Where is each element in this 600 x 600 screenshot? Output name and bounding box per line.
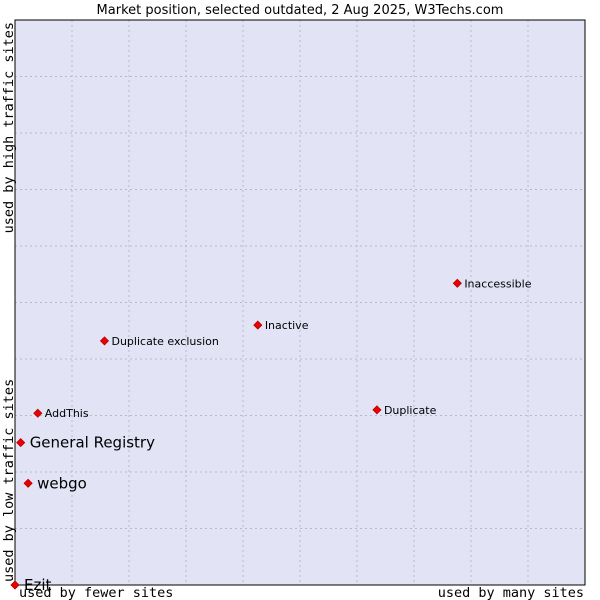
point-label: AddThis: [45, 407, 89, 420]
point-label: webgo: [37, 474, 87, 492]
data-point: Inaccessible: [452, 277, 532, 290]
data-point: webgo: [23, 474, 87, 492]
point-marker: [372, 405, 382, 415]
point-marker: [16, 438, 26, 448]
data-points: Ezit webgo General Registry AddThis Duplicat…: [10, 277, 532, 594]
point-label: Duplicate: [384, 404, 437, 417]
data-point: Ezit: [10, 576, 52, 594]
data-point: General Registry: [16, 434, 155, 452]
data-point: Duplicate: [372, 404, 437, 417]
point-marker: [253, 320, 263, 330]
point-marker: [452, 278, 462, 288]
point-label: Duplicate exclusion: [111, 335, 218, 348]
x-axis-label-left: used by fewer sites: [19, 585, 173, 600]
point-label: Ezit: [24, 576, 52, 594]
point-marker: [33, 408, 43, 418]
data-point: Inactive: [253, 319, 309, 332]
data-point: AddThis: [33, 407, 89, 420]
point-marker: [99, 336, 110, 346]
point-marker: [10, 580, 20, 590]
plot-border: [14, 19, 586, 586]
chart-title: Market position, selected outdated, 2 Au…: [97, 3, 504, 18]
y-axis-label-bottom: used by low traffic sites: [1, 379, 17, 582]
x-axis-label-right: used by many sites: [438, 585, 584, 600]
point-marker: [23, 478, 33, 488]
point-label: Inaccessible: [464, 277, 531, 290]
y-axis-label-top: used by high traffic sites: [1, 22, 17, 233]
data-point: Duplicate exclusion: [99, 335, 219, 348]
point-label: Inactive: [265, 319, 309, 332]
grid-lines: [15, 20, 585, 585]
point-label: General Registry: [30, 434, 155, 452]
